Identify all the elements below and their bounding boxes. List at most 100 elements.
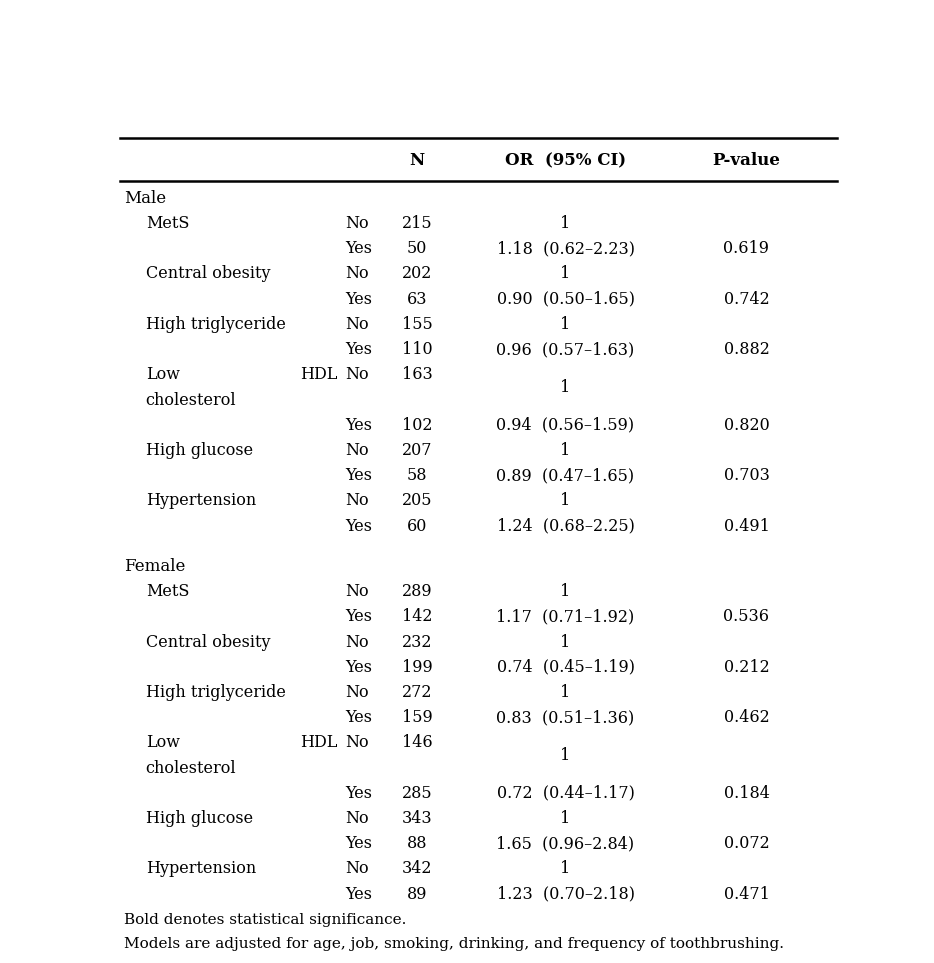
Text: 1: 1 (560, 810, 571, 827)
Text: Low: Low (146, 735, 179, 751)
Text: No: No (345, 366, 368, 383)
Text: 102: 102 (402, 417, 432, 433)
Text: High triglyceride: High triglyceride (146, 684, 286, 701)
Text: Female: Female (124, 558, 185, 575)
Text: 285: 285 (402, 785, 432, 802)
Text: 1: 1 (560, 215, 571, 232)
Text: 272: 272 (402, 684, 432, 701)
Text: Yes: Yes (345, 517, 372, 534)
Text: Yes: Yes (345, 835, 372, 852)
Text: Low: Low (146, 366, 179, 383)
Text: 289: 289 (402, 584, 432, 600)
Text: 1: 1 (560, 634, 571, 651)
Text: 0.212: 0.212 (724, 659, 770, 676)
Text: 163: 163 (402, 366, 432, 383)
Text: 0.703: 0.703 (724, 467, 770, 484)
Text: Central obesity: Central obesity (146, 634, 270, 651)
Text: 58: 58 (407, 467, 428, 484)
Text: 202: 202 (402, 266, 432, 282)
Text: 159: 159 (402, 709, 432, 726)
Text: High triglyceride: High triglyceride (146, 316, 286, 333)
Text: 0.619: 0.619 (724, 240, 770, 257)
Text: 0.462: 0.462 (724, 709, 770, 726)
Text: 1: 1 (560, 584, 571, 600)
Text: 1: 1 (560, 492, 571, 509)
Text: cholesterol: cholesterol (146, 392, 236, 408)
Text: Central obesity: Central obesity (146, 266, 270, 282)
Text: No: No (345, 316, 368, 333)
Text: Yes: Yes (345, 609, 372, 625)
Text: 1.65  (0.96–2.84): 1.65 (0.96–2.84) (497, 835, 634, 852)
Text: 50: 50 (407, 240, 428, 257)
Text: Yes: Yes (345, 291, 372, 307)
Text: 0.536: 0.536 (724, 609, 770, 625)
Text: 0.491: 0.491 (724, 517, 770, 534)
Text: MetS: MetS (146, 215, 189, 232)
Text: Yes: Yes (345, 659, 372, 676)
Text: 207: 207 (402, 442, 432, 459)
Text: 0.74  (0.45–1.19): 0.74 (0.45–1.19) (497, 659, 634, 676)
Text: 1.24  (0.68–2.25): 1.24 (0.68–2.25) (497, 517, 634, 534)
Text: 0.184: 0.184 (724, 785, 770, 802)
Text: 1: 1 (560, 442, 571, 459)
Text: No: No (345, 684, 368, 701)
Text: 88: 88 (407, 835, 428, 852)
Text: 1.17  (0.71–1.92): 1.17 (0.71–1.92) (496, 609, 635, 625)
Text: 215: 215 (402, 215, 432, 232)
Text: 60: 60 (407, 517, 428, 534)
Text: 110: 110 (402, 341, 432, 358)
Text: Bold denotes statistical significance.: Bold denotes statistical significance. (124, 913, 406, 927)
Text: No: No (345, 492, 368, 509)
Text: No: No (345, 266, 368, 282)
Text: 1: 1 (560, 747, 571, 764)
Text: Yes: Yes (345, 709, 372, 726)
Text: 0.072: 0.072 (724, 835, 770, 852)
Text: P-value: P-value (713, 152, 781, 169)
Text: No: No (345, 584, 368, 600)
Text: cholesterol: cholesterol (146, 760, 236, 776)
Text: OR  (95% CI): OR (95% CI) (505, 152, 626, 169)
Text: 0.83  (0.51–1.36): 0.83 (0.51–1.36) (496, 709, 635, 726)
Text: 1: 1 (560, 316, 571, 333)
Text: Hypertension: Hypertension (146, 492, 256, 509)
Text: 89: 89 (407, 886, 428, 902)
Text: HDL: HDL (300, 366, 337, 383)
Text: 1.18  (0.62–2.23): 1.18 (0.62–2.23) (497, 240, 634, 257)
Text: 0.820: 0.820 (724, 417, 770, 433)
Text: N: N (410, 152, 425, 169)
Text: Yes: Yes (345, 785, 372, 802)
Text: 155: 155 (402, 316, 432, 333)
Text: Yes: Yes (345, 240, 372, 257)
Text: Yes: Yes (345, 417, 372, 433)
Text: 1.23  (0.70–2.18): 1.23 (0.70–2.18) (497, 886, 634, 902)
Text: 0.742: 0.742 (724, 291, 770, 307)
Text: 0.89  (0.47–1.65): 0.89 (0.47–1.65) (497, 467, 634, 484)
Text: 205: 205 (402, 492, 432, 509)
Text: Models are adjusted for age, job, smoking, drinking, and frequency of toothbrush: Models are adjusted for age, job, smokin… (124, 937, 784, 951)
Text: High glucose: High glucose (146, 810, 253, 827)
Text: 1: 1 (560, 860, 571, 877)
Text: MetS: MetS (146, 584, 189, 600)
Text: 146: 146 (402, 735, 432, 751)
Text: 199: 199 (402, 659, 432, 676)
Text: 0.96  (0.57–1.63): 0.96 (0.57–1.63) (496, 341, 635, 358)
Text: No: No (345, 215, 368, 232)
Text: High glucose: High glucose (146, 442, 253, 459)
Text: No: No (345, 860, 368, 877)
Text: 1: 1 (560, 378, 571, 396)
Text: 0.90  (0.50–1.65): 0.90 (0.50–1.65) (497, 291, 634, 307)
Text: 0.471: 0.471 (724, 886, 770, 902)
Text: 0.882: 0.882 (724, 341, 770, 358)
Text: Yes: Yes (345, 467, 372, 484)
Text: 142: 142 (402, 609, 432, 625)
Text: Hypertension: Hypertension (146, 860, 256, 877)
Text: 0.94  (0.56–1.59): 0.94 (0.56–1.59) (497, 417, 634, 433)
Text: 63: 63 (407, 291, 428, 307)
Text: 232: 232 (402, 634, 432, 651)
Text: 342: 342 (402, 860, 432, 877)
Text: No: No (345, 735, 368, 751)
Text: 0.72  (0.44–1.17): 0.72 (0.44–1.17) (497, 785, 634, 802)
Text: HDL: HDL (300, 735, 337, 751)
Text: 1: 1 (560, 266, 571, 282)
Text: No: No (345, 810, 368, 827)
